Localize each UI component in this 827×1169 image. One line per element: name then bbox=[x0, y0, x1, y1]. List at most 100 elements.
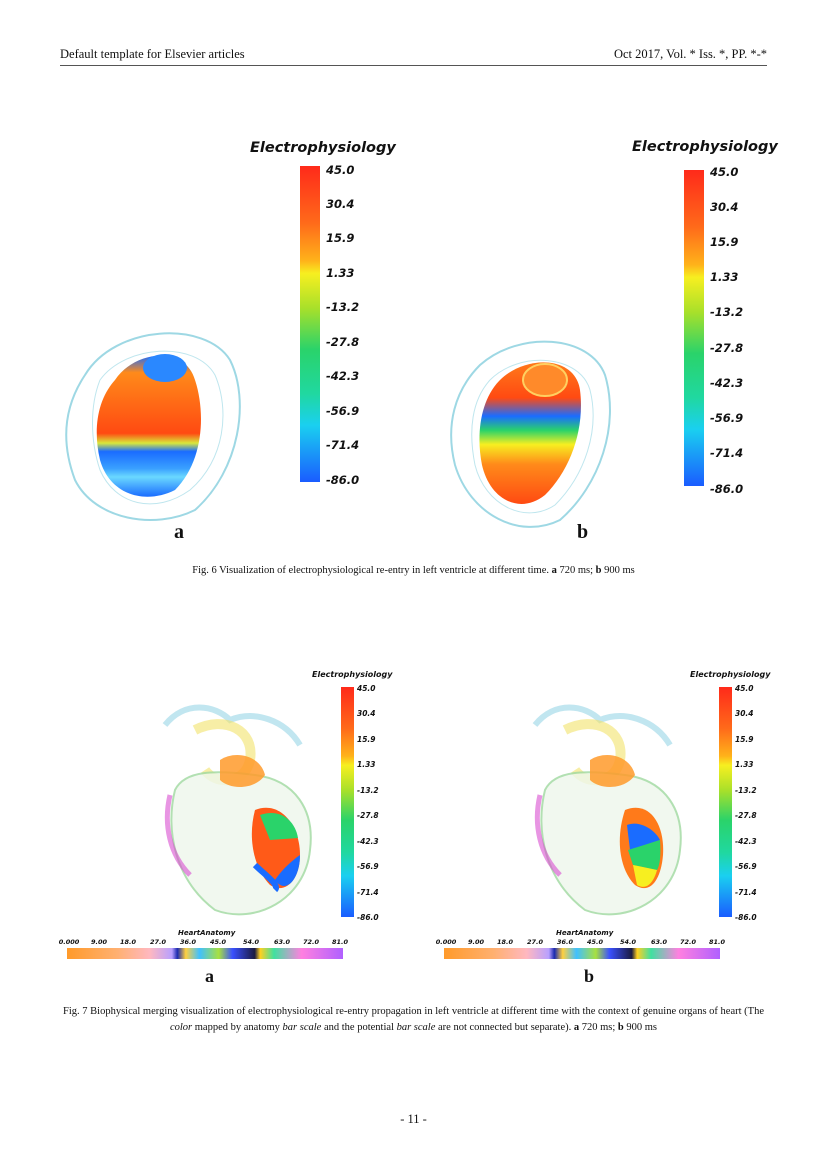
fig7-anat-tick-a-2: 18.0 bbox=[119, 938, 137, 946]
fig6-tick-b-4: -13.2 bbox=[710, 305, 744, 319]
fig7-tick-b-5: -27.8 bbox=[735, 811, 757, 820]
fig7-anat-tick-a-7: 63.0 bbox=[273, 938, 291, 946]
fig7-anat-tick-a-8: 72.0 bbox=[302, 938, 320, 946]
fig6-colorbar-b bbox=[684, 170, 704, 486]
fig7-anat-tick-b-9: 81.0 bbox=[708, 938, 726, 946]
fig7-anat-tick-b-5: 45.0 bbox=[586, 938, 604, 946]
fig7-tick-a-9: -86.0 bbox=[357, 913, 379, 922]
fig7-anat-tick-a-4: 36.0 bbox=[179, 938, 197, 946]
fig7-tick-b-9: -86.0 bbox=[735, 913, 757, 922]
figure-6: Electrophysiology 45.0 30.4 15.9 1.33 -1… bbox=[65, 139, 778, 543]
fig7-tick-b-6: -42.3 bbox=[735, 837, 757, 846]
fig7-tick-a-7: -56.9 bbox=[357, 862, 379, 871]
fig7-anat-tick-b-8: 72.0 bbox=[679, 938, 697, 946]
fig6-heart-render-a bbox=[65, 332, 241, 521]
fig7-caption-bar2: bar scale bbox=[396, 1022, 436, 1034]
fig7-anatomy-bar-a bbox=[67, 948, 343, 959]
fig6-tick-a-8: -71.4 bbox=[326, 438, 360, 452]
fig6-tick-b-6: -42.3 bbox=[710, 376, 744, 390]
fig7-caption: Fig. 7 Biophysical merging visualization… bbox=[60, 1004, 767, 1037]
fig6-tick-b-0: 45.0 bbox=[710, 165, 739, 179]
fig7-tick-b-4: -13.2 bbox=[735, 786, 757, 795]
fig7-tick-a-4: -13.2 bbox=[357, 786, 379, 795]
fig7-anat-tick-b-7: 63.0 bbox=[650, 938, 668, 946]
running-header-right: Oct 2017, Vol. * Iss. *, PP. *-* bbox=[613, 47, 767, 61]
fig7-colorbar-a bbox=[341, 687, 354, 917]
fig7-anat-tick-a-5: 45.0 bbox=[209, 938, 227, 946]
fig7-anatomy-title-a: HeartAnatomy bbox=[178, 929, 236, 937]
fig6-tick-b-9: -86.0 bbox=[710, 482, 744, 496]
fig6-tick-b-5: -27.8 bbox=[710, 341, 744, 355]
fig6-tick-a-3: 1.33 bbox=[326, 266, 355, 280]
fig7-anat-tick-a-6: 54.0 bbox=[242, 938, 260, 946]
fig6-caption: Fig. 6 Visualization of electrophysiolog… bbox=[60, 563, 767, 579]
fig7-caption-color: color bbox=[169, 1022, 193, 1034]
fig7-caption-b-label: b bbox=[617, 1022, 624, 1034]
page-number: - 11 - bbox=[400, 1112, 427, 1126]
fig7-anat-tick-b-3: 27.0 bbox=[526, 938, 544, 946]
fig7-anat-tick-b-2: 18.0 bbox=[496, 938, 514, 946]
fig7-caption-part3: and the potential bbox=[323, 1022, 394, 1034]
fig7-tick-b-2: 15.9 bbox=[735, 735, 754, 744]
fig7-tick-b-0: 45.0 bbox=[735, 684, 754, 693]
fig7-tick-b-1: 30.4 bbox=[735, 709, 754, 718]
fig7-anat-tick-a-3: 27.0 bbox=[149, 938, 167, 946]
fig6-caption-a-label: a bbox=[551, 565, 557, 576]
fig7-tick-a-0: 45.0 bbox=[357, 684, 376, 693]
fig7-tick-a-2: 15.9 bbox=[357, 735, 376, 744]
figure-7: Electrophysiology 45.0 30.4 15.9 1.33 -1… bbox=[58, 670, 771, 986]
fig7-anat-tick-b-1: 9.00 bbox=[467, 938, 485, 946]
fig7-anatomy-bar-b bbox=[444, 948, 720, 959]
fig7-panel-letter-b: b bbox=[584, 966, 595, 986]
fig7-colorbar-b bbox=[719, 687, 732, 917]
fig6-tick-a-0: 45.0 bbox=[326, 163, 355, 177]
fig6-caption-b-label: b bbox=[595, 565, 602, 576]
fig7-caption-part4: are not connected but separate). bbox=[438, 1022, 572, 1034]
fig7-anatomy-title-b: HeartAnatomy bbox=[556, 929, 614, 937]
fig7-tick-a-1: 30.4 bbox=[357, 709, 376, 718]
fig7-heart-render-b bbox=[532, 704, 682, 916]
fig6-colorbar-title-a: Electrophysiology bbox=[250, 140, 396, 156]
fig6-tick-b-8: -71.4 bbox=[710, 446, 744, 460]
fig6-tick-a-1: 30.4 bbox=[326, 197, 355, 211]
fig7-caption-part1: Fig. 7 Biophysical merging visualization… bbox=[63, 1006, 764, 1017]
fig7-anat-tick-a-0: 0.000 bbox=[58, 938, 80, 946]
fig6-tick-b-1: 30.4 bbox=[710, 200, 739, 214]
fig7-tick-b-7: -56.9 bbox=[735, 862, 757, 871]
fig6-tick-a-6: -42.3 bbox=[326, 369, 360, 383]
fig6-tick-a-5: -27.8 bbox=[326, 335, 360, 349]
fig7-anat-tick-b-4: 36.0 bbox=[556, 938, 574, 946]
fig6-colorbar-a bbox=[300, 166, 320, 482]
fig6-caption-b-text: 900 ms bbox=[604, 565, 635, 576]
fig7-colorbar-title-a: Electrophysiology bbox=[312, 670, 393, 679]
running-header-left: Default template for Elsevier articles bbox=[60, 47, 245, 61]
fig7-anat-tick-a-9: 81.0 bbox=[331, 938, 349, 946]
fig6-colorbar-title-b: Electrophysiology bbox=[632, 139, 778, 155]
fig7-panel-letter-a: a bbox=[205, 966, 214, 986]
header-rule bbox=[60, 65, 767, 66]
fig6-caption-text: Fig. 6 Visualization of electrophysiolog… bbox=[192, 565, 549, 576]
fig7-colorbar-title-b: Electrophysiology bbox=[690, 670, 771, 679]
fig7-anat-tick-b-6: 54.0 bbox=[619, 938, 637, 946]
fig7-tick-a-3: 1.33 bbox=[357, 760, 376, 769]
fig7-caption-a-text: 720 ms; bbox=[581, 1022, 616, 1034]
fig7-heart-render-a bbox=[162, 704, 312, 916]
fig6-caption-a-text: 720 ms; bbox=[559, 565, 594, 576]
fig7-caption-bar1: bar scale bbox=[282, 1022, 322, 1034]
fig6-tick-a-2: 15.9 bbox=[326, 231, 355, 245]
fig6-tick-b-2: 15.9 bbox=[710, 235, 739, 249]
fig7-tick-a-6: -42.3 bbox=[357, 837, 379, 846]
fig6-tick-a-9: -86.0 bbox=[326, 473, 360, 487]
fig6-tick-a-4: -13.2 bbox=[326, 300, 360, 314]
fig6-tick-a-7: -56.9 bbox=[326, 404, 360, 418]
fig7-tick-b-3: 1.33 bbox=[735, 760, 754, 769]
fig7-tick-a-8: -71.4 bbox=[357, 888, 379, 897]
fig7-tick-b-8: -71.4 bbox=[735, 888, 757, 897]
fig6-panel-letter-b: b bbox=[577, 521, 589, 543]
fig6-tick-b-7: -56.9 bbox=[710, 411, 744, 425]
fig7-anat-tick-a-1: 9.00 bbox=[90, 938, 108, 946]
fig7-caption-a-label: a bbox=[573, 1022, 580, 1034]
fig7-anat-tick-b-0: 0.000 bbox=[435, 938, 457, 946]
fig7-tick-a-5: -27.8 bbox=[357, 811, 379, 820]
fig6-tick-b-3: 1.33 bbox=[710, 270, 739, 284]
